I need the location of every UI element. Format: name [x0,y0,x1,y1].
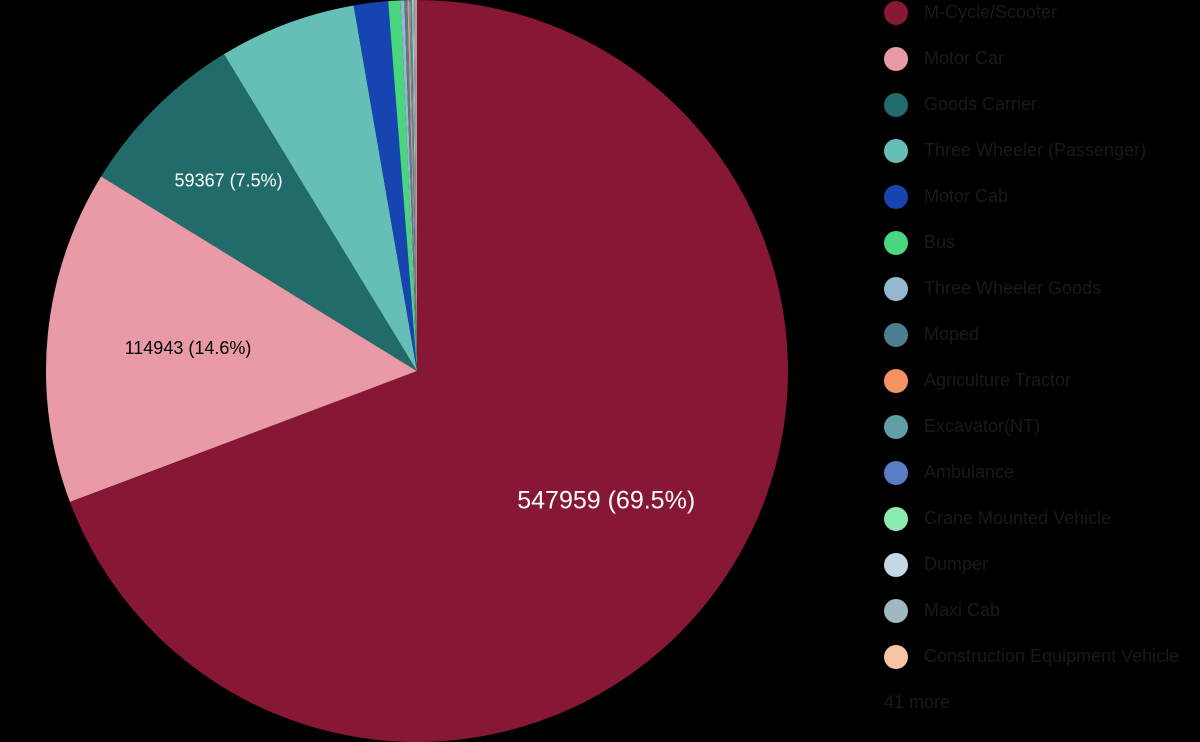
pie-slice-dumper[interactable] [412,0,417,372]
legend-swatch [884,645,908,669]
legend-swatch [884,369,908,393]
legend-item-motor-cab[interactable]: Motor Cab [884,185,1008,209]
pie-slice-maxi-cab[interactable] [413,0,417,371]
legend-swatch [884,599,908,623]
legend-item-dumper[interactable]: Dumper [884,553,988,577]
legend-swatch [884,461,908,485]
legend-item-ambulance[interactable]: Ambulance [884,461,1014,485]
legend-label: M-Cycle/Scooter [924,2,1057,22]
pie-slice-motor-cab[interactable] [353,1,417,372]
legend-label: Excavator(NT) [924,416,1040,436]
legend-item-construction-equipment-vehicle[interactable]: Construction Equipment Vehicle [884,645,1179,669]
legend-item-m-cycle-scooter[interactable]: M-Cycle/Scooter [884,1,1057,25]
legend-label: Maxi Cab [924,600,1000,620]
legend-label: Ambulance [924,462,1014,482]
pie-slice-agriculture-tractor[interactable] [407,0,417,372]
pie-slice-moped[interactable] [404,0,417,371]
pie-slice-excavator-nt[interactable] [409,0,417,372]
legend-swatch [884,47,908,71]
legend-label: Three Wheeler Goods [924,278,1101,298]
slice-data-label-goods-carrier: 59367 (7.5%) [175,170,283,190]
legend-swatch [884,231,908,255]
legend-swatch [884,277,908,301]
pie-slice-three-wheeler-passenger[interactable] [223,5,417,371]
pie-slice-ambulance[interactable] [410,0,417,372]
legend-swatch [884,507,908,531]
legend-item-moped[interactable]: Moped [884,323,979,347]
pie-slice-goods-carrier[interactable] [101,54,417,372]
pie-slice-motor-car[interactable] [46,176,417,502]
slice-data-label-motor-car: 114943 (14.6%) [125,338,252,358]
slice-data-label-m-cycle-scooter: 547959 (69.5%) [517,486,695,514]
legend-item-crane-mounted-vehicle[interactable]: Crane Mounted Vehicle [884,507,1111,531]
legend-swatch [884,323,908,347]
legend: M-Cycle/Scooter Motor Car Goods Carrier Thr… [884,1,1179,712]
legend-label: Three Wheeler (Passenger) [924,140,1146,160]
legend-item-bus[interactable]: Bus [884,231,955,255]
legend-label: Dumper [924,554,988,574]
legend-item-motor-car[interactable]: Motor Car [884,47,1004,71]
legend-swatch [884,1,908,25]
legend-label: Motor Cab [924,186,1008,206]
legend-item-excavator-nt[interactable]: Excavator(NT) [884,415,1040,439]
legend-item-three-wheeler-goods[interactable]: Three Wheeler Goods [884,277,1101,301]
pie-slice-m-cycle-scooter[interactable] [69,0,788,742]
legend-more-link[interactable]: 41 more [884,692,950,712]
pie-slice-other[interactable] [414,0,417,371]
pie-labels: 547959 (69.5%) 114943 (14.6%) 59367 (7.5%) [125,170,696,514]
pie-slice-bus[interactable] [388,0,417,372]
legend-item-maxi-cab[interactable]: Maxi Cab [884,599,1000,623]
legend-label: Motor Car [924,48,1004,68]
legend-label: Moped [924,324,979,344]
legend-swatch [884,139,908,163]
pie-slices [46,0,788,742]
pie-slice-three-wheeler-goods[interactable] [400,0,417,371]
legend-item-goods-carrier[interactable]: Goods Carrier [884,93,1037,117]
legend-label: Goods Carrier [924,94,1037,114]
legend-label: Crane Mounted Vehicle [924,508,1111,528]
legend-swatch [884,93,908,117]
legend-item-three-wheeler-passenger[interactable]: Three Wheeler (Passenger) [884,139,1146,163]
legend-label: Bus [924,232,955,252]
legend-swatch [884,553,908,577]
pie-slice-crane-mounted-vehicle[interactable] [411,0,417,372]
pie-slice-construction-equipment-vehicle[interactable] [414,0,417,371]
legend-label: Agriculture Tractor [924,370,1071,390]
legend-swatch [884,185,908,209]
legend-label: Construction Equipment Vehicle [924,646,1179,666]
legend-swatch [884,415,908,439]
legend-item-agriculture-tractor[interactable]: Agriculture Tractor [884,369,1071,393]
